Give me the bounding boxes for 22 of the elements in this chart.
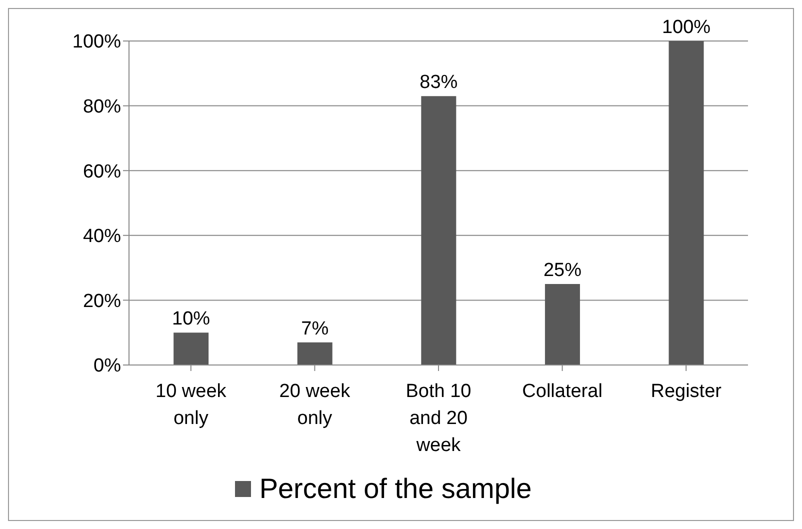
bar <box>544 284 580 365</box>
bar <box>297 342 332 365</box>
legend-label: Percent of the sample <box>258 473 532 505</box>
x-tick-label: Collateral <box>522 381 602 402</box>
x-tick-label: Both 10 and 20 week <box>406 381 472 456</box>
data-label: 25% <box>543 260 582 281</box>
y-tick-label: 60% <box>82 161 122 182</box>
bar <box>668 41 704 365</box>
y-tick-label: 0% <box>94 356 122 377</box>
y-tick-label: 80% <box>82 96 122 118</box>
x-tick-label: 10 week only <box>156 381 227 429</box>
x-tick-label: 20 week only <box>279 381 351 429</box>
y-tick-label: 40% <box>82 226 122 248</box>
data-label: 7% <box>301 318 329 340</box>
y-tick-label: 20% <box>82 290 122 312</box>
x-tick-label: Register <box>650 381 722 402</box>
data-label: 83% <box>420 72 458 94</box>
data-label: 100% <box>662 17 711 38</box>
y-tick-label: 100% <box>72 32 122 53</box>
bar <box>174 332 209 365</box>
bar <box>421 96 456 365</box>
data-label: 10% <box>172 308 210 330</box>
